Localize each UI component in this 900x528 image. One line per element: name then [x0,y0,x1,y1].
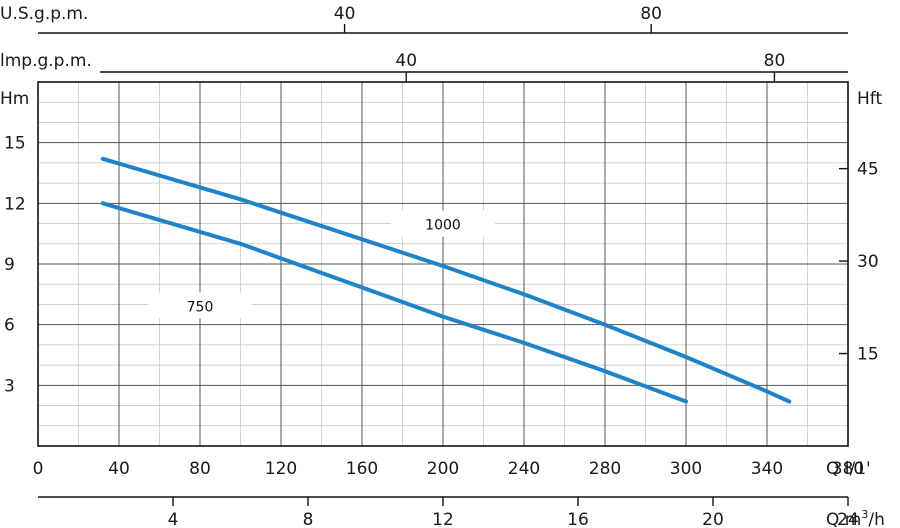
lmin-tick-label: 0 [33,459,44,479]
hm-tick-label: 12 [4,194,26,214]
hft-tick-label: 15 [857,345,879,365]
hm-tick-label: 15 [4,134,26,154]
m3h-tick-label: 24 [837,510,859,528]
lmin-tick-label: 300 [670,459,702,479]
hm-unit-label: Hm [0,89,29,109]
m3h-tick-label: 12 [432,510,454,528]
axes [37,24,849,506]
series-label-bg [148,292,252,319]
lmin-tick-label: 240 [508,459,540,479]
usgpm-unit-label: U.S.g.p.m. [0,4,88,24]
usgpm-tick-label: 40 [334,4,356,24]
series-label-750: 750 [187,299,214,315]
lmin-tick-label: 40 [108,459,130,479]
series-label-bg [391,210,495,237]
hft-tick-label: 45 [857,160,879,180]
series-line-1000 [100,156,792,404]
hm-tick-label: 9 [4,255,15,275]
usgpm-tick-label: 80 [640,4,662,24]
labels-group: U.S.g.p.m. lmp.g.p.m. Hm Hft Q l/1' Q m3/h 3 6 9… [0,4,885,528]
series-line-750 [100,201,688,404]
impgpm-unit-label: lmp.g.p.m. [0,51,92,71]
m3h-tick-label: 4 [168,510,179,528]
lmin-tick-label: 120 [265,459,297,479]
hm-tick-label: 3 [4,376,15,396]
lmin-tick-label: 160 [346,459,378,479]
q-m3h-unit-label: Q m3/h [826,508,885,528]
series-label-1000: 1000 [425,218,461,234]
m3h-tick-label: 8 [303,510,314,528]
m3h-tick-label: 16 [567,510,589,528]
lmin-tick-label: 340 [751,459,783,479]
lmin-tick-label: 80 [189,459,211,479]
hft-tick-label: 30 [857,252,879,272]
q-lmin-unit-label: Q l/1' [826,459,871,479]
lmin-tick-label: 380 [832,459,864,479]
lmin-tick-label: 280 [589,459,621,479]
lmin-tick-label: 200 [427,459,459,479]
impgpm-tick-label: 40 [395,51,417,71]
hft-unit-label: Hft [857,89,882,109]
series-group [100,156,792,404]
plot-frame [37,81,849,447]
impgpm-tick-label: 80 [764,51,786,71]
m3h-tick-label: 20 [702,510,724,528]
hm-tick-label: 6 [4,316,15,336]
